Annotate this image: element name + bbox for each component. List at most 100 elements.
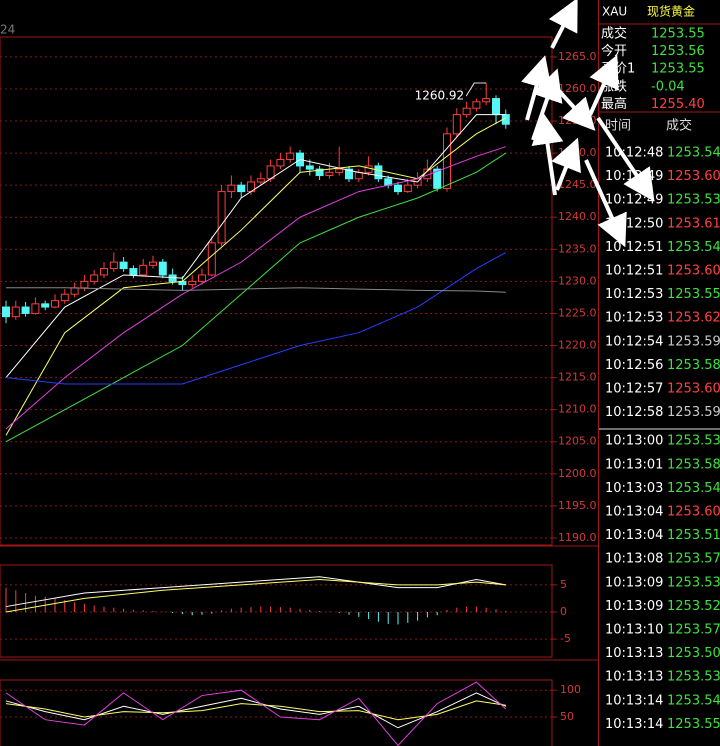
trade-time: 10:13:13 — [605, 646, 663, 661]
candle-body — [100, 268, 108, 276]
trade-time: 10:12:51 — [605, 264, 663, 279]
trade-time: 10:12:58 — [605, 405, 663, 420]
main-panel-border — [0, 36, 553, 546]
quote-value: 1253.55 — [651, 62, 705, 77]
candle-body — [119, 261, 128, 270]
indicator-line — [5, 681, 507, 746]
trade-time: 10:12:48 — [605, 146, 663, 161]
candle-body — [139, 264, 148, 276]
candle-body — [325, 171, 334, 177]
candle-body — [90, 274, 99, 282]
trade-price: 1253.57 — [667, 552, 720, 567]
instrument-code: XAU — [602, 5, 627, 19]
candle-body — [188, 280, 197, 286]
candle-body — [286, 152, 295, 161]
y-tick-label: 1220.0 — [558, 339, 597, 352]
trade-price: 1253.54 — [667, 693, 720, 708]
candle-body — [149, 261, 157, 266]
candle-body — [403, 184, 412, 193]
candle-body — [41, 303, 50, 308]
trade-price: 1253.53 — [667, 670, 720, 685]
trade-time: 10:12:53 — [605, 311, 663, 326]
candle-body — [21, 306, 30, 314]
max-label: 1260.92 — [415, 89, 465, 103]
y-tick-label: 1260.0 — [558, 82, 597, 95]
trade-price: 1253.54 — [667, 481, 720, 496]
y-tick-label: 5 — [560, 578, 567, 591]
y-tick-label: 1205.0 — [558, 435, 597, 448]
trade-price: 1253.53 — [667, 575, 720, 590]
y-tick-label: 1245.0 — [558, 178, 597, 191]
y-tick-label: 1200.0 — [558, 467, 597, 480]
trade-price: 1253.50 — [667, 646, 720, 661]
candle-body — [51, 300, 59, 308]
y-tick-label: 1190.0 — [558, 531, 597, 544]
candle-body — [70, 287, 79, 295]
candle-body — [237, 184, 246, 193]
candle-body — [364, 165, 373, 173]
candle-body — [129, 268, 138, 276]
arrow — [531, 112, 564, 196]
trade-price: 1253.60 — [667, 264, 720, 279]
trade-price: 1253.55 — [667, 717, 720, 732]
quote-value: 1253.55 — [651, 27, 705, 42]
trade-price: 1253.60 — [667, 505, 720, 520]
y-tick-label: 1230.0 — [558, 274, 597, 287]
indicator-line — [5, 152, 507, 443]
trade-price: 1253.54 — [667, 240, 720, 255]
candle-body — [472, 101, 481, 109]
y-tick-label: 1210.0 — [558, 403, 597, 416]
trade-price: 1253.58 — [667, 358, 720, 373]
candle-body — [315, 168, 324, 177]
candle-body — [158, 261, 167, 276]
max-leader — [465, 82, 487, 97]
y-tick-label: 1215.0 — [558, 371, 597, 384]
indicator-line — [5, 252, 507, 385]
trade-price: 1253.61 — [667, 216, 720, 231]
candle-body — [374, 165, 383, 180]
candle-body — [11, 306, 20, 318]
trade-time: 10:13:14 — [605, 717, 663, 732]
candle-body — [335, 168, 344, 173]
quote-value: 1255.40 — [651, 97, 705, 112]
y-tick-label: 1265.0 — [558, 50, 597, 63]
indicator-line — [5, 117, 507, 436]
indicator-line — [5, 578, 506, 613]
y-tick-label: 50 — [560, 710, 574, 723]
candle-body — [433, 168, 442, 189]
trade-time: 10:12:54 — [605, 334, 663, 349]
trade-time: 10:12:56 — [605, 358, 663, 373]
quote-label: 买价1 — [601, 62, 635, 77]
trades-header: 时间 — [605, 119, 631, 134]
trade-time: 10:12:51 — [605, 240, 663, 255]
y-tick-label: 1225.0 — [558, 306, 597, 319]
trade-time: 10:13:04 — [605, 528, 663, 543]
trade-time: 10:12:57 — [605, 382, 663, 397]
trade-time: 10:13:09 — [605, 599, 663, 614]
quote-value: 1253.56 — [651, 44, 705, 59]
candle-body — [394, 184, 402, 193]
trade-price: 1253.58 — [667, 457, 720, 472]
macd-panel-border — [0, 564, 553, 658]
indicator-line — [5, 576, 506, 608]
trade-price: 1253.51 — [667, 528, 720, 543]
candle-body — [2, 306, 10, 318]
trade-time: 10:13:00 — [605, 434, 663, 449]
y-tick-label: 1195.0 — [558, 499, 597, 512]
candle-body — [452, 114, 461, 135]
trade-price: 1253.57 — [667, 623, 720, 638]
arrow — [584, 159, 627, 248]
trade-price: 1253.60 — [667, 169, 720, 184]
candle-body — [492, 98, 500, 116]
candle-body — [109, 261, 118, 270]
arrow — [538, 68, 596, 131]
trade-time: 10:13:01 — [605, 457, 663, 472]
y-tick-label: 0 — [560, 605, 567, 618]
corner-label: 24 — [0, 23, 15, 37]
arrow — [596, 116, 655, 202]
trades-header: 成交 — [666, 118, 692, 134]
candle-body — [207, 242, 216, 276]
candle-body — [256, 178, 265, 183]
trade-time: 10:13:10 — [605, 623, 663, 638]
